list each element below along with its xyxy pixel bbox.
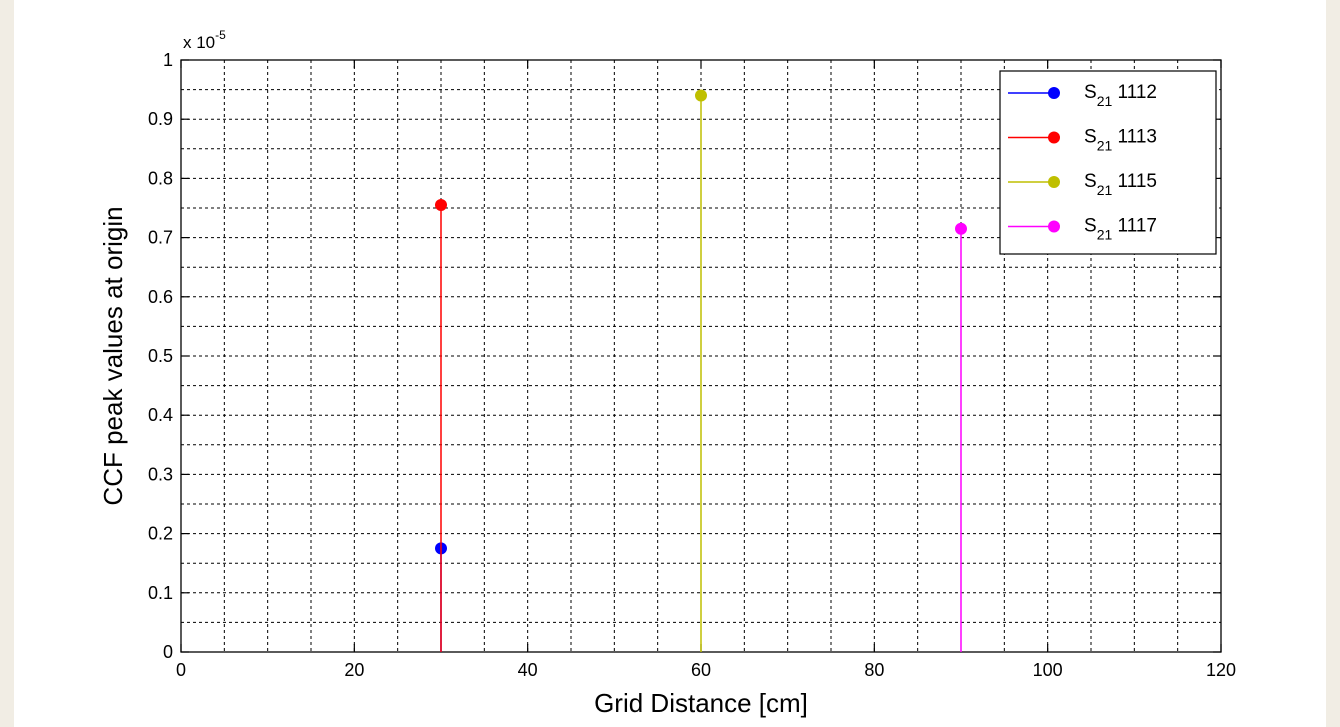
legend-label: S21 1113 (1084, 127, 1157, 154)
legend-marker (1048, 131, 1060, 144)
legend: S21 1112 S21 1113 S21 1115 S21 1117 (999, 70, 1217, 255)
x-tick-label: 80 (864, 660, 884, 680)
legend-item: S21 1115 (1008, 171, 1157, 198)
y-tick-label: 0.1 (148, 583, 173, 603)
stem-marker (955, 222, 967, 235)
legend-item: S21 1112 (1008, 82, 1157, 109)
y-tick-label: 0.2 (148, 524, 173, 544)
figure: 0 20 40 60 80 100 120 0 0.1 0.2 0.3 0.4 0.5 0.6 0.7 0.8… (14, 0, 1326, 727)
legend-marker (1048, 176, 1060, 188)
stem-marker (435, 199, 447, 212)
y-tick-label: 0.5 (148, 346, 173, 366)
stem-marker (695, 89, 707, 102)
x-tick-label: 60 (691, 660, 711, 680)
y-tick-label: 0.8 (148, 168, 173, 188)
legend-label: S21 1115 (1084, 171, 1157, 198)
x-tick-label: 40 (518, 660, 538, 680)
series-stem (695, 89, 707, 652)
y-tick-label: 0 (163, 642, 173, 662)
legend-label: S21 1117 (1084, 216, 1157, 243)
series-marks (435, 89, 967, 652)
legend-item: S21 1117 (1008, 216, 1157, 243)
legend-label: S21 1112 (1084, 82, 1157, 109)
y-multiplier-base: x 10 (183, 33, 215, 52)
legend-marker (1048, 220, 1060, 233)
y-tick-label: 0.4 (148, 405, 173, 425)
series-stem (435, 199, 447, 652)
series-stem (955, 222, 967, 652)
x-axis-label: Grid Distance [cm] (594, 688, 808, 718)
legend-item: S21 1113 (1008, 127, 1157, 154)
x-tick-label: 20 (344, 660, 364, 680)
stem-chart: 0 20 40 60 80 100 120 0 0.1 0.2 0.3 0.4 0.5 0.6 0.7 0.8… (98, 28, 1236, 718)
y-tick-label: 0.3 (148, 464, 173, 484)
y-axis-label: CCF peak values at origin (98, 206, 128, 505)
y-tick-label: 0.6 (148, 287, 173, 307)
x-tick-label: 120 (1206, 660, 1236, 680)
legend-box (999, 70, 1217, 255)
x-tick-label: 100 (1033, 660, 1063, 680)
y-axis-multiplier: x 10-5 (183, 28, 226, 52)
axis-ticks: 0 20 40 60 80 100 120 0 0.1 0.2 0.3 0.4 0.5 0.6 0.7 0.8… (148, 50, 1236, 680)
x-tick-label: 0 (176, 660, 186, 680)
y-tick-label: 0.9 (148, 109, 173, 129)
legend-marker (1048, 87, 1060, 99)
y-multiplier-exponent: -5 (215, 28, 226, 42)
y-tick-label: 0.7 (148, 228, 173, 248)
y-tick-label: 1 (163, 50, 173, 70)
